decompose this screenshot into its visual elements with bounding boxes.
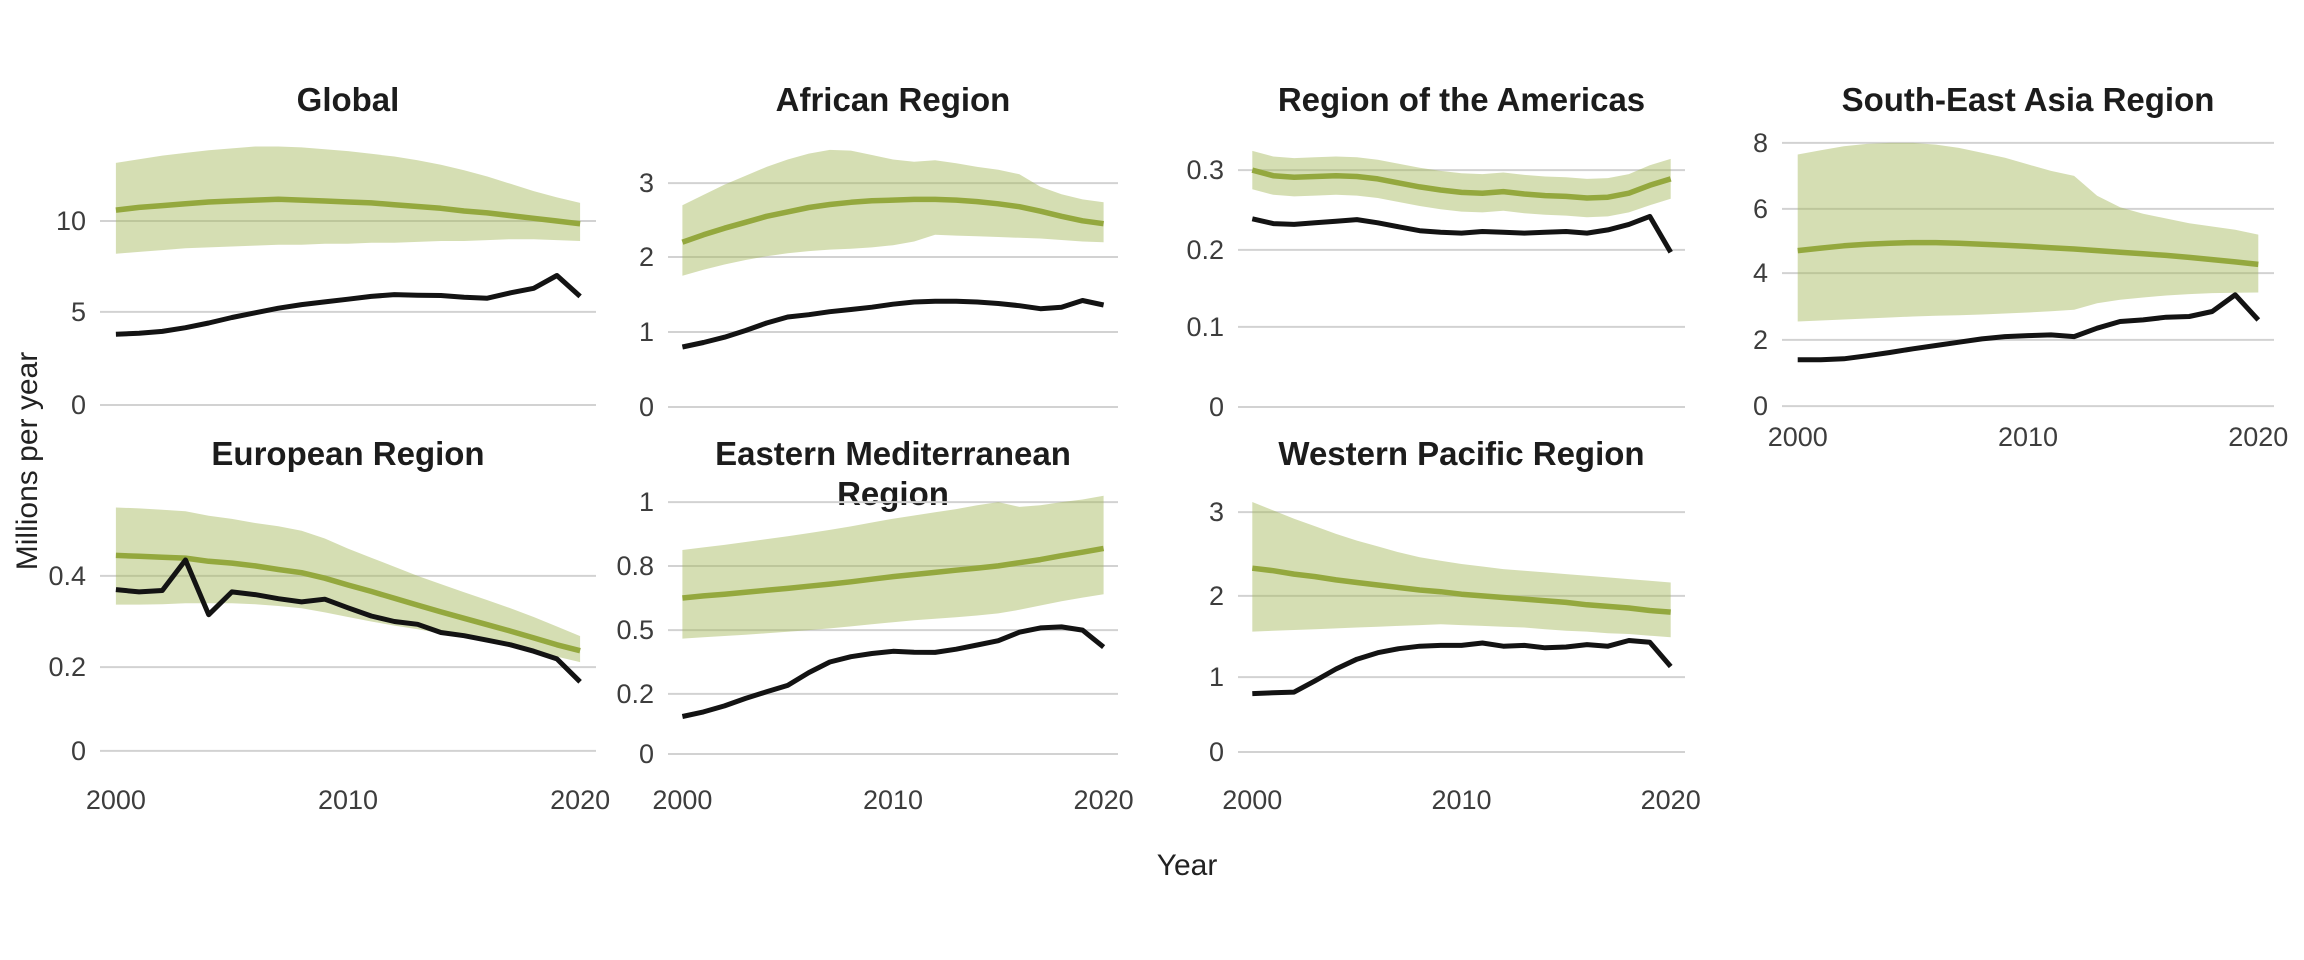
chart-eastern-mediterranean-region (668, 495, 1118, 756)
y-tick-label-region-of-the-americas-0.3: 0.3 (1186, 155, 1224, 186)
y-tick-label-eastern-mediterranean-region-1: 1 (638, 487, 654, 518)
uncertainty-ribbon-region-of-the-americas (1252, 150, 1671, 218)
y-tick-label-south-east-asia-region-0: 0 (1752, 391, 1768, 422)
notified-cases-line-eastern-mediterranean-region (681, 624, 1106, 719)
notified-cases-line-european-region (115, 557, 582, 684)
x-tick-label-south-east-asia-region-2010: 2010 (1997, 422, 2059, 452)
x-tick-label-south-east-asia-region-2000: 2000 (1767, 422, 1828, 452)
notified-cases-line-global (115, 273, 582, 337)
x-tick-label-european-region-2000: 2000 (85, 785, 146, 815)
chart-region-of-the-americas (1238, 150, 1685, 408)
y-tick-label-western-pacific-region-2: 2 (1208, 580, 1224, 611)
y-tick-label-western-pacific-region-3: 3 (1208, 497, 1224, 528)
y-tick-label-african-region-2: 2 (638, 241, 654, 272)
chart-global (100, 146, 596, 406)
y-tick-label-global-0: 0 (70, 389, 86, 420)
y-tick-label-global-5: 5 (70, 296, 86, 327)
y-tick-label-eastern-mediterranean-region-0: 0 (638, 739, 654, 770)
panel-title-western-pacific-region: Western Pacific Region (1278, 435, 1645, 472)
y-axis-title: Millions per year (11, 351, 44, 571)
y-tick-label-african-region-0: 0 (638, 391, 654, 422)
x-tick-label-south-east-asia-region-2020: 2020 (2228, 422, 2289, 452)
y-tick-label-european-region-0: 0 (70, 735, 86, 766)
x-tick-label-western-pacific-region-2010: 2010 (1431, 785, 1492, 815)
x-tick-label-eastern-mediterranean-region-2020: 2020 (1073, 785, 1134, 815)
estimated-incidence-line-south-east-asia-region (1797, 239, 2259, 268)
uncertainty-ribbon-eastern-mediterranean-region (682, 495, 1104, 639)
chart-western-pacific-region (1238, 502, 1685, 754)
estimated-incidence-line-eastern-mediterranean-region (682, 545, 1105, 601)
estimated-incidence-line-european-region (115, 552, 581, 654)
uncertainty-ribbon-western-pacific-region (1252, 502, 1671, 638)
x-tick-label-western-pacific-region-2000: 2000 (1222, 785, 1283, 815)
x-tick-label-european-region-2010: 2010 (317, 785, 379, 815)
panel-title-eastern-mediterranean-region: Eastern Mediterranean Region (715, 435, 1071, 512)
notified-cases-line-south-east-asia-region (1797, 292, 2261, 363)
uncertainty-ribbon-south-east-asia-region (1797, 142, 2259, 322)
y-tick-label-south-east-asia-region-4: 4 (1752, 258, 1768, 289)
estimated-incidence-line-region-of-the-americas (1251, 167, 1672, 201)
panel-title-south-east-asia-region: South-East Asia Region (1841, 81, 2215, 118)
y-tick-label-region-of-the-americas-0: 0 (1208, 391, 1224, 422)
panel-title-european-region: European Region (211, 435, 485, 472)
y-tick-label-global-10: 10 (55, 206, 86, 237)
x-tick-label-european-region-2020: 2020 (550, 785, 611, 815)
y-tick-label-eastern-mediterranean-region-0.8: 0.8 (616, 550, 654, 581)
uncertainty-ribbon-african-region (682, 149, 1104, 276)
notified-cases-line-region-of-the-americas (1251, 213, 1673, 254)
panel-title-global: Global (296, 81, 400, 118)
y-tick-label-african-region-3: 3 (638, 168, 654, 199)
x-axis-title: Year (1156, 849, 1218, 882)
estimated-incidence-line-global (115, 196, 581, 227)
y-tick-label-european-region-0.4: 0.4 (48, 560, 86, 591)
y-tick-label-eastern-mediterranean-region-0.5: 0.5 (616, 615, 654, 646)
chart-south-east-asia-region (1782, 141, 2274, 408)
estimated-incidence-line-african-region (681, 196, 1104, 245)
y-tick-label-region-of-the-americas-0.1: 0.1 (1186, 311, 1224, 342)
panel-title-region-of-the-americas: Region of the Americas (1277, 81, 1646, 118)
notified-cases-line-western-pacific-region (1252, 638, 1673, 697)
y-tick-label-south-east-asia-region-8: 8 (1752, 127, 1768, 158)
y-tick-label-south-east-asia-region-2: 2 (1752, 324, 1768, 355)
x-tick-label-eastern-mediterranean-region-2010: 2010 (862, 785, 924, 815)
y-tick-label-european-region-0.2: 0.2 (48, 652, 86, 683)
y-tick-label-region-of-the-americas-0.2: 0.2 (1186, 234, 1224, 265)
chart-european-region (100, 507, 596, 752)
x-tick-label-western-pacific-region-2020: 2020 (1640, 785, 1701, 815)
y-tick-label-western-pacific-region-1: 1 (1208, 662, 1224, 693)
x-tick-label-eastern-mediterranean-region-2000: 2000 (652, 785, 713, 815)
notified-cases-line-african-region (681, 298, 1105, 350)
panel-title-african-region: African Region (775, 81, 1011, 118)
y-tick-label-western-pacific-region-0: 0 (1208, 737, 1224, 768)
y-tick-label-eastern-mediterranean-region-0.2: 0.2 (616, 678, 654, 709)
y-tick-label-south-east-asia-region-6: 6 (1752, 193, 1768, 224)
chart-african-region (668, 149, 1118, 408)
y-tick-label-african-region-1: 1 (638, 316, 654, 347)
estimated-incidence-line-western-pacific-region (1251, 565, 1671, 615)
